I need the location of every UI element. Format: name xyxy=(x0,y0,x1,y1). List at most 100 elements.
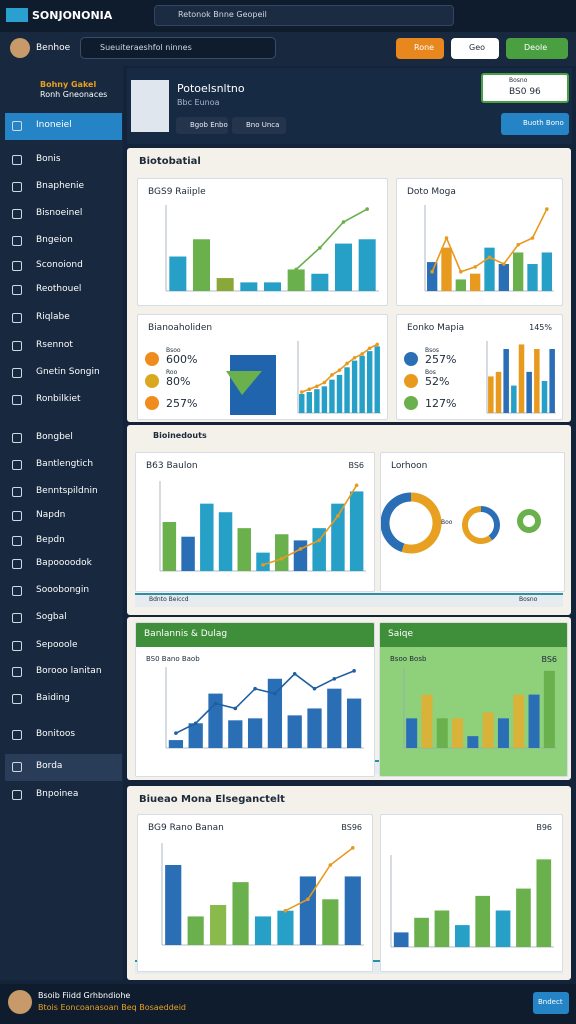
stat-label: Bosno xyxy=(509,77,528,84)
nav-button[interactable]: Deole xyxy=(506,38,568,59)
profile-button[interactable]: Buoth Bono xyxy=(501,113,569,135)
bar xyxy=(181,536,195,571)
bar xyxy=(306,392,313,413)
chart xyxy=(403,667,557,749)
bar xyxy=(254,916,272,945)
legend-value: 52% xyxy=(425,375,450,388)
sidebar-item[interactable]: Reothouel xyxy=(36,284,82,294)
sidebar-icon xyxy=(12,395,22,405)
sidebar-icon xyxy=(12,209,22,219)
nav-button[interactable]: Geo xyxy=(451,38,499,59)
bar xyxy=(441,247,452,291)
sidebar-item[interactable]: Sconoiond xyxy=(36,260,83,270)
sidebar-item[interactable]: Bngeion xyxy=(36,235,73,245)
sidebar-item[interactable]: Baiding xyxy=(36,693,70,703)
sidebar-item[interactable]: Bonis xyxy=(36,154,61,164)
footer-button[interactable]: Bndect xyxy=(533,992,569,1014)
sidebar-item[interactable]: Inoneiel xyxy=(36,120,72,130)
bar xyxy=(527,264,538,291)
sidebar-item[interactable]: Rsennot xyxy=(36,340,73,350)
logo xyxy=(6,8,28,22)
sidebar-item[interactable]: Benntspildnin xyxy=(36,486,98,496)
line-point xyxy=(375,342,380,347)
sidebar-icon xyxy=(12,641,22,651)
button-label[interactable]: Geo xyxy=(469,43,486,52)
card-header xyxy=(136,623,374,647)
line-point xyxy=(273,691,277,696)
nav-button[interactable]: Rone xyxy=(396,38,444,59)
bar xyxy=(334,243,353,291)
line-point xyxy=(516,242,520,247)
sidebar-item[interactable]: Bantlengtich xyxy=(36,459,94,469)
top-search[interactable] xyxy=(154,5,454,26)
bar xyxy=(541,381,548,413)
legend-value: 600% xyxy=(166,353,198,366)
sidebar-item[interactable]: Sogbal xyxy=(36,612,67,622)
bar xyxy=(162,522,177,571)
avatar xyxy=(10,38,30,58)
bar xyxy=(434,910,450,947)
bar xyxy=(240,282,258,291)
chart-card: Eonko Mapia 145% Bsos 257% Bos 52% 127% xyxy=(396,314,563,420)
bar xyxy=(454,925,470,947)
sidebar-item[interactable]: Bonitoos xyxy=(36,729,76,739)
bar xyxy=(287,269,305,291)
button-label[interactable]: Buoth Bono xyxy=(523,119,564,127)
sidebar-icon xyxy=(12,121,22,131)
sidebar-icon xyxy=(12,511,22,521)
sidebar-item[interactable]: Borda xyxy=(36,761,63,771)
sidebar-item[interactable]: Bapoooodok xyxy=(36,558,92,568)
sidebar-item[interactable]: Bongbel xyxy=(36,432,73,442)
line-point xyxy=(345,361,349,366)
chart-card: B96 xyxy=(380,814,563,972)
sidebar-item[interactable]: Bnaphenie xyxy=(36,181,85,191)
line-point xyxy=(279,556,284,561)
sidebar-header: Bohny Gakel xyxy=(40,80,97,89)
sidebar-item[interactable]: Ronbilkiet xyxy=(36,394,81,404)
sidebar-icon xyxy=(12,285,22,295)
sidebar-item[interactable]: Borooo lanitan xyxy=(36,666,102,676)
line-point xyxy=(341,220,346,224)
line-point xyxy=(459,269,463,274)
legend-value: 127% xyxy=(425,397,457,410)
line-point xyxy=(337,368,342,372)
sidebar-icon xyxy=(12,536,22,546)
legend-dot xyxy=(145,374,159,388)
line-point xyxy=(430,269,434,274)
bar xyxy=(497,718,509,748)
button-label[interactable]: Deole xyxy=(524,43,548,52)
footer-label: Bosno xyxy=(519,596,538,603)
line-point xyxy=(294,267,298,272)
bar xyxy=(237,528,252,571)
sidebar-item[interactable]: Sepooole xyxy=(36,640,78,650)
bar xyxy=(192,239,211,291)
bar xyxy=(421,694,433,748)
sidebar-item[interactable]: Bisnoeinel xyxy=(36,208,83,218)
sidebar-item[interactable]: Bnpoinea xyxy=(36,789,79,799)
sidebar-highlight xyxy=(5,113,122,140)
bar xyxy=(346,698,362,748)
sidebar-item[interactable]: Bepdn xyxy=(36,535,65,545)
bar xyxy=(414,917,429,947)
chart-card: Banlannis & Dulag BS0 Bano Baob xyxy=(135,622,375,777)
bar xyxy=(344,367,350,413)
card-title: Lorhoon xyxy=(391,461,428,471)
bar xyxy=(327,688,342,748)
sidebar-item[interactable]: Sooobongin xyxy=(36,585,90,595)
card-title: BG9 Rano Banan xyxy=(148,823,224,833)
button-label[interactable]: Bndect xyxy=(538,998,563,1006)
bar xyxy=(314,389,320,413)
bar xyxy=(312,528,326,571)
bar xyxy=(331,503,345,571)
trend-line xyxy=(262,484,358,566)
legend-label: Bos xyxy=(425,369,436,376)
donut-segment xyxy=(381,492,412,553)
sidebar-item[interactable]: Riqlabe xyxy=(36,312,70,322)
line-point xyxy=(545,207,549,211)
sidebar-item[interactable]: Gnetin Songin xyxy=(36,367,100,377)
decor-block xyxy=(226,371,262,395)
bar xyxy=(475,895,491,947)
search-box[interactable] xyxy=(80,37,276,59)
sidebar-item[interactable]: Napdn xyxy=(36,510,66,520)
button-label[interactable]: Rone xyxy=(414,43,435,52)
